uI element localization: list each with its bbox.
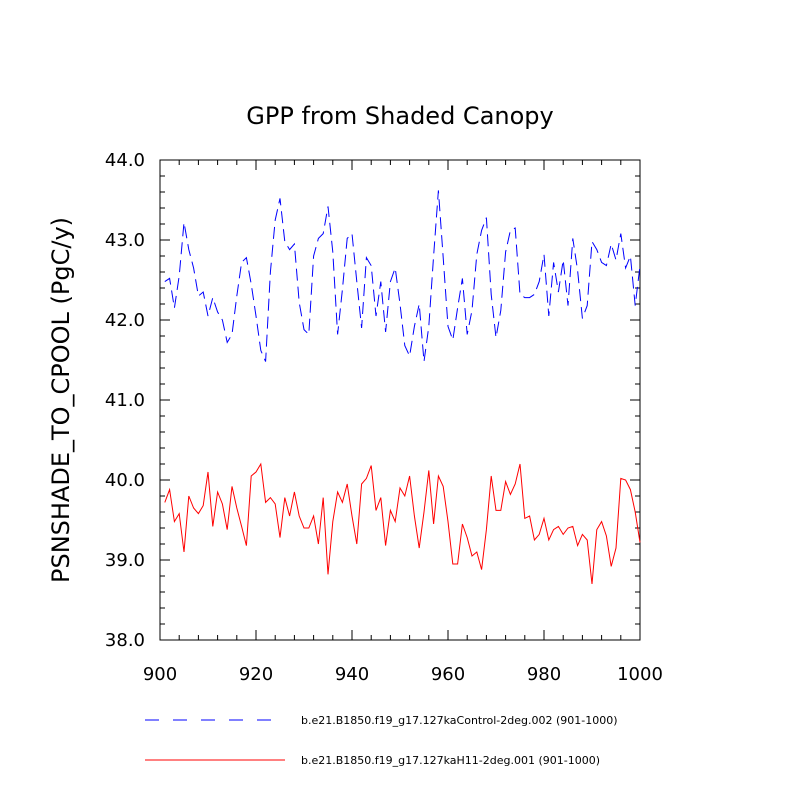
plot-area	[159, 159, 641, 641]
x-tick-label: 1000	[617, 664, 663, 685]
tick-labels: 38.0 39.0 40.0 41.0 42.0 43.0 44.0 900 920 940 960…	[105, 150, 663, 685]
x-tick-label: 980	[527, 664, 561, 685]
x-tick-label: 960	[431, 664, 465, 685]
x-tick-label: 900	[143, 664, 177, 685]
legend-label-h11: b.e21.B1850.f19_g17.127kaH11-2deg.001 (9…	[301, 754, 600, 767]
y-tick-label: 42.0	[105, 310, 145, 331]
y-tick-label: 43.0	[105, 230, 145, 251]
axis-ticks	[159, 159, 641, 641]
legend: b.e21.B1850.f19_g17.127kaControl-2deg.00…	[145, 714, 618, 767]
y-tick-label: 40.0	[105, 470, 145, 491]
y-axis-label: PSNSHADE_TO_CPOOL (PgC/y)	[47, 217, 75, 583]
chart-title: GPP from Shaded Canopy	[246, 102, 553, 130]
y-tick-label: 41.0	[105, 390, 145, 411]
series-group	[164, 190, 641, 585]
series-line-h11	[164, 462, 641, 585]
y-tick-label: 38.0	[105, 630, 145, 651]
y-tick-label: 44.0	[105, 150, 145, 171]
x-tick-label: 940	[335, 664, 369, 685]
x-tick-label: 920	[239, 664, 273, 685]
series-line-control	[164, 190, 641, 362]
y-tick-label: 39.0	[105, 550, 145, 571]
legend-label-control: b.e21.B1850.f19_g17.127kaControl-2deg.00…	[301, 714, 618, 727]
